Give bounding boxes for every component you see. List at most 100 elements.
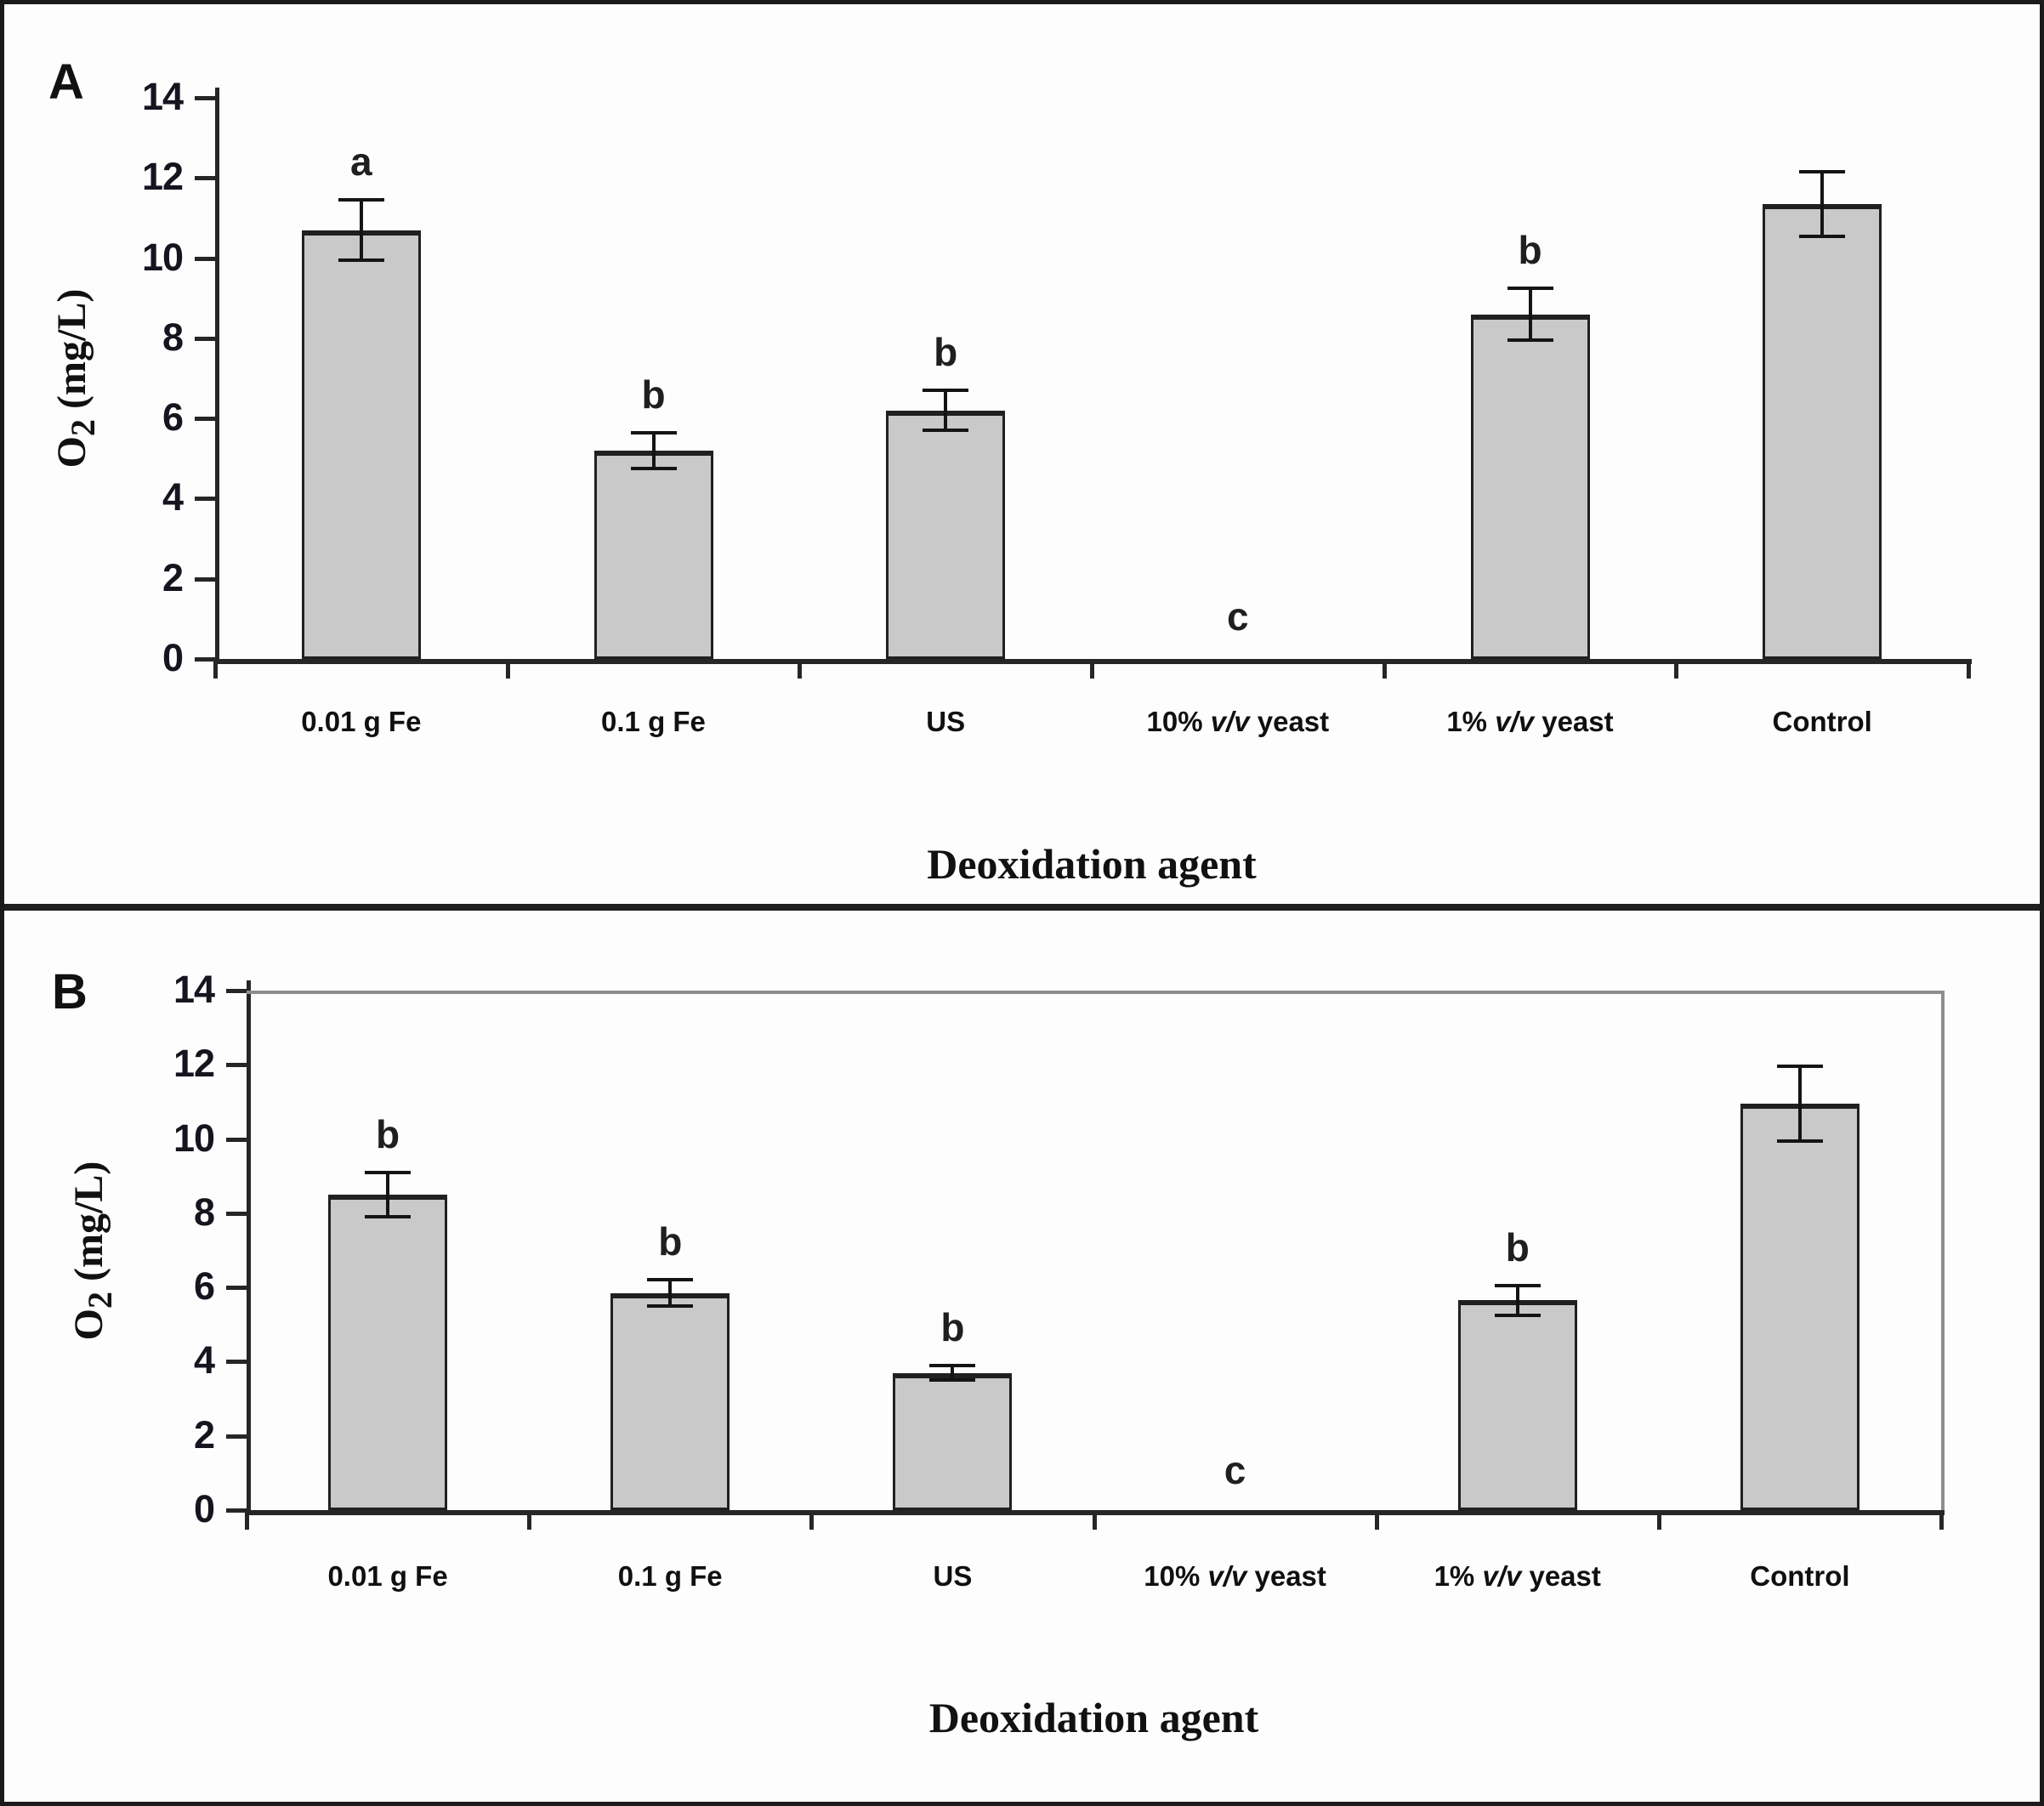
x-tick-2 (809, 1515, 815, 1530)
y-tick-10 (195, 256, 215, 261)
bar-us (886, 410, 1006, 659)
bar-0-01-g-fe (301, 230, 421, 659)
error-bar-cap-top-control (1799, 170, 1846, 174)
y-tick-label-4: 4 (193, 1338, 215, 1383)
sig-letter-0-01-g-fe: a (350, 139, 372, 185)
error-bar-cap-bottom-1-v-v-yeast (1494, 1313, 1541, 1317)
error-bar-stem-1-v-v-yeast (1515, 1285, 1519, 1315)
y-tick-label-12: 12 (173, 1042, 215, 1086)
x-axis (213, 659, 1972, 664)
x-tick-6 (1939, 1515, 1944, 1530)
y-tick-10 (226, 1137, 247, 1142)
error-bar-cap-bottom-0-1-g-fe (630, 467, 677, 471)
error-bar-cap-bottom-control (1776, 1139, 1823, 1143)
bar-1-v-v-yeast (1470, 314, 1590, 659)
error-bar-stem-1-v-v-yeast (1528, 287, 1532, 341)
y-axis-title: O2 (mg/L) (49, 288, 102, 469)
panel-a-label: A (48, 54, 84, 110)
bar-0-01-g-fe (328, 1195, 448, 1510)
error-bar-cap-top-1-v-v-yeast (1494, 1283, 1541, 1287)
y-axis-title: O2 (mg/L) (66, 1161, 119, 1340)
error-bar-stem-0-1-g-fe (651, 432, 656, 469)
error-bar-stem-control (1820, 172, 1825, 236)
sig-letter-1-v-v-yeast: b (1518, 227, 1542, 272)
y-tick-14 (195, 96, 215, 100)
x-tick-4 (1374, 1515, 1379, 1530)
y-axis (215, 88, 219, 663)
y-tick-8 (195, 336, 215, 341)
error-bar-cap-top-0-1-g-fe (630, 430, 677, 434)
x-category-label-us: US (926, 706, 966, 737)
sig-letter-us: b (940, 1304, 965, 1349)
y-tick-label-4: 4 (162, 475, 184, 520)
y-tick-label-6: 6 (193, 1264, 215, 1309)
y-tick-4 (195, 497, 215, 502)
error-bar-cap-bottom-1-v-v-yeast (1507, 338, 1553, 343)
bar-1-v-v-yeast (1457, 1300, 1577, 1510)
y-tick-4 (226, 1360, 247, 1365)
y-tick-label-8: 8 (193, 1190, 215, 1234)
error-bar-stem-0-1-g-fe (668, 1280, 673, 1306)
x-tick-1 (527, 1515, 532, 1530)
y-tick-6 (226, 1286, 247, 1291)
x-tick-3 (1090, 664, 1094, 679)
y-tick-2 (195, 576, 215, 582)
x-category-label-1-v-v-yeast: 1% v/v yeast (1434, 1560, 1601, 1592)
x-axis-title: Deoxidation agent (927, 840, 1257, 888)
error-bar-cap-top-0-1-g-fe (647, 1278, 694, 1282)
error-bar-cap-top-0-01-g-fe (365, 1170, 412, 1174)
error-bar-cap-bottom-us (923, 429, 969, 433)
panel-divider (4, 904, 2040, 911)
y-tick-label-12: 12 (141, 155, 184, 199)
error-bar-stem-us (944, 390, 948, 431)
error-bar-stem-control (1797, 1066, 1802, 1141)
y-tick-label-8: 8 (162, 315, 184, 359)
error-bar-cap-bottom-0-1-g-fe (647, 1303, 694, 1308)
x-category-label-0-01-g-fe: 0.01 g Fe (327, 1560, 448, 1592)
x-tick-5 (1656, 1515, 1661, 1530)
y-tick-14 (226, 989, 247, 993)
x-tick-1 (505, 664, 510, 679)
error-bar-cap-bottom-0-01-g-fe (338, 258, 384, 262)
x-tick-3 (1092, 1515, 1097, 1530)
y-tick-label-0: 0 (193, 1487, 215, 1531)
sig-letter-1-v-v-yeast: b (1505, 1224, 1530, 1269)
y-tick-label-14: 14 (173, 968, 215, 1011)
bar-us (893, 1372, 1013, 1510)
error-bar-cap-top-0-01-g-fe (338, 198, 384, 202)
x-category-label-0-1-g-fe: 0.1 g Fe (617, 1560, 723, 1592)
x-category-label-1-v-v-yeast: 1% v/v yeast (1446, 706, 1614, 737)
sig-letter-0-1-g-fe: b (641, 372, 666, 417)
y-tick-12 (195, 176, 215, 181)
x-category-label-10-v-v-yeast: 10% v/v yeast (1146, 706, 1330, 737)
x-category-label-control: Control (1750, 1560, 1850, 1592)
error-bar-stem-us (951, 1365, 955, 1381)
x-tick-0 (213, 664, 218, 679)
bar-control (1740, 1104, 1859, 1510)
y-tick-label-2: 2 (193, 1412, 215, 1457)
y-tick-label-10: 10 (173, 1116, 215, 1160)
y-tick-6 (195, 417, 215, 422)
sig-letter-0-01-g-fe: b (376, 1111, 400, 1156)
x-tick-6 (1967, 664, 1971, 679)
y-tick-label-2: 2 (162, 555, 184, 599)
x-category-label-us: US (933, 1560, 973, 1592)
sig-letter-10-v-v-yeast: c (1227, 593, 1249, 639)
x-category-label-0-1-g-fe: 0.1 g Fe (601, 706, 706, 737)
x-category-label-control: Control (1772, 706, 1872, 737)
y-tick-8 (226, 1211, 247, 1216)
error-bar-cap-top-us (929, 1363, 976, 1367)
plot-border-top (247, 991, 1941, 994)
y-tick-label-0: 0 (162, 636, 184, 679)
sig-letter-0-1-g-fe: b (658, 1219, 683, 1264)
x-tick-4 (1382, 664, 1387, 679)
panel-b-label: B (52, 964, 88, 1019)
y-tick-label-14: 14 (141, 75, 184, 118)
sig-letter-us: b (934, 330, 958, 375)
y-tick-label-10: 10 (141, 235, 184, 279)
sig-letter-10-v-v-yeast: c (1224, 1448, 1246, 1493)
x-tick-0 (245, 1515, 249, 1530)
error-bar-cap-bottom-control (1799, 234, 1846, 238)
x-category-label-10-v-v-yeast: 10% v/v yeast (1144, 1560, 1326, 1592)
